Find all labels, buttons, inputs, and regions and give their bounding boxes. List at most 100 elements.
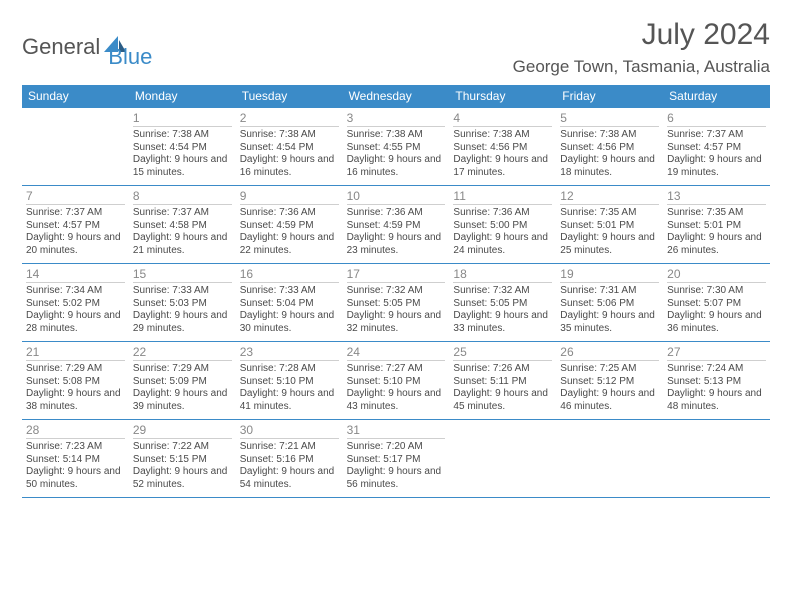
day-number: 4 (453, 110, 552, 127)
day-cell: 31 Sunrise: 7:20 AMSunset: 5:17 PMDayligh… (343, 420, 450, 497)
day-info: Sunrise: 7:24 AMSunset: 5:13 PMDaylight:… (667, 363, 766, 413)
daylight-line: Daylight: 9 hours and 22 minutes. (240, 232, 339, 257)
day-cell: 20Sunrise: 7:30 AMSunset: 5:07 PMDayligh… (663, 264, 770, 341)
sunrise-line: Sunrise: 7:36 AM (347, 207, 446, 220)
sunrise-line: Sunrise: 7:29 AM (133, 363, 232, 376)
daylight-line: Daylight: 9 hours and 46 minutes. (560, 388, 659, 413)
daylight-line: Daylight: 9 hours and 21 minutes. (133, 232, 232, 257)
sunset-line: Sunset: 5:10 PM (347, 376, 446, 389)
day-number: 16 (240, 266, 339, 283)
sunset-line: Sunset: 4:59 PM (240, 220, 339, 233)
day-cell: 30Sunrise: 7:21 AMSunset: 5:16 PMDayligh… (236, 420, 343, 497)
day-info: Sunrise: 7:22 AMSunset: 5:15 PMDaylight:… (133, 441, 232, 491)
daylight-line: Daylight: 9 hours and 25 minutes. (560, 232, 659, 257)
day-info: Sunrise: 7:33 AMSunset: 5:04 PMDaylight:… (240, 285, 339, 335)
dow-wednesday: Wednesday (343, 85, 450, 108)
day-info: Sunrise: 7:38 AMSunset: 4:54 PMDaylight:… (133, 129, 232, 179)
sunrise-line: Sunrise: 7:23 AM (26, 441, 125, 454)
sunrise-line: Sunrise: 7:26 AM (453, 363, 552, 376)
daylight-line: Daylight: 9 hours and 33 minutes. (453, 310, 552, 335)
sunset-line: Sunset: 5:11 PM (453, 376, 552, 389)
sunrise-line: Sunrise: 7:38 AM (133, 129, 232, 142)
sunrise-line: Sunrise: 7:38 AM (347, 129, 446, 142)
day-number: 17 (347, 266, 446, 283)
sunset-line: Sunset: 5:17 PM (347, 454, 446, 467)
sunrise-line: Sunrise: 7:38 AM (560, 129, 659, 142)
day-cell (449, 420, 556, 497)
day-cell: 15Sunrise: 7:33 AMSunset: 5:03 PMDayligh… (129, 264, 236, 341)
sunset-line: Sunset: 5:16 PM (240, 454, 339, 467)
calendar-page: General Blue July 2024 George Town, Tasm… (0, 0, 792, 516)
day-number: 12 (560, 188, 659, 205)
sunset-line: Sunset: 4:55 PM (347, 142, 446, 155)
day-cell (556, 420, 663, 497)
day-info: Sunrise: 7:30 AMSunset: 5:07 PMDaylight:… (667, 285, 766, 335)
weeks-container: 1Sunrise: 7:38 AMSunset: 4:54 PMDaylight… (22, 108, 770, 498)
day-info: Sunrise: 7:32 AMSunset: 5:05 PMDaylight:… (347, 285, 446, 335)
day-number: 10 (347, 188, 446, 205)
daylight-line: Daylight: 9 hours and 28 minutes. (26, 310, 125, 335)
day-info: Sunrise: 7:36 AMSunset: 5:00 PMDaylight:… (453, 207, 552, 257)
day-info: Sunrise: 7:38 AMSunset: 4:54 PMDaylight:… (240, 129, 339, 179)
day-cell: 18Sunrise: 7:32 AMSunset: 5:05 PMDayligh… (449, 264, 556, 341)
day-cell: 24Sunrise: 7:27 AMSunset: 5:10 PMDayligh… (343, 342, 450, 419)
sunset-line: Sunset: 5:03 PM (133, 298, 232, 311)
day-cell: 6Sunrise: 7:37 AMSunset: 4:57 PMDaylight… (663, 108, 770, 185)
title-block: July 2024 George Town, Tasmania, Austral… (513, 18, 770, 77)
daylight-line: Daylight: 9 hours and 32 minutes. (347, 310, 446, 335)
location-text: George Town, Tasmania, Australia (513, 57, 770, 77)
calendar-grid: Sunday Monday Tuesday Wednesday Thursday… (22, 85, 770, 498)
sunset-line: Sunset: 4:56 PM (453, 142, 552, 155)
day-cell: 16 Sunrise: 7:33 AMSunset: 5:04 PMDayligh… (236, 264, 343, 341)
sunset-line: Sunset: 5:00 PM (453, 220, 552, 233)
sunrise-line: Sunrise: 7:34 AM (26, 285, 125, 298)
week-row: 1Sunrise: 7:38 AMSunset: 4:54 PMDaylight… (22, 108, 770, 186)
day-cell: 21Sunrise: 7:29 AMSunset: 5:08 PMDayligh… (22, 342, 129, 419)
dow-friday: Friday (556, 85, 663, 108)
day-info: Sunrise: 7:21 AMSunset: 5:16 PMDaylight:… (240, 441, 339, 491)
sunrise-line: Sunrise: 7:21 AM (240, 441, 339, 454)
brand-text-blue: Blue (108, 44, 152, 70)
day-info: Sunrise: 7:37 AMSunset: 4:58 PMDaylight:… (133, 207, 232, 257)
daylight-line: Daylight: 9 hours and 56 minutes. (347, 466, 446, 491)
daylight-line: Daylight: 9 hours and 20 minutes. (26, 232, 125, 257)
day-info: Sunrise: 7:36 AMSunset: 4:59 PMDaylight:… (347, 207, 446, 257)
day-cell: 25Sunrise: 7:26 AMSunset: 5:11 PMDayligh… (449, 342, 556, 419)
top-bar: General Blue July 2024 George Town, Tasm… (22, 18, 770, 77)
daylight-line: Daylight: 9 hours and 38 minutes. (26, 388, 125, 413)
day-info: Sunrise: 7:35 AMSunset: 5:01 PMDaylight:… (560, 207, 659, 257)
sunset-line: Sunset: 5:09 PM (133, 376, 232, 389)
day-info: Sunrise: 7:20 AMSunset: 5:17 PMDaylight:… (347, 441, 446, 491)
day-info: Sunrise: 7:33 AMSunset: 5:03 PMDaylight:… (133, 285, 232, 335)
sunrise-line: Sunrise: 7:37 AM (133, 207, 232, 220)
sunrise-line: Sunrise: 7:29 AM (26, 363, 125, 376)
day-cell: 14Sunrise: 7:34 AMSunset: 5:02 PMDayligh… (22, 264, 129, 341)
dow-thursday: Thursday (449, 85, 556, 108)
day-info: Sunrise: 7:25 AMSunset: 5:12 PMDaylight:… (560, 363, 659, 413)
day-cell (663, 420, 770, 497)
sunset-line: Sunset: 4:58 PM (133, 220, 232, 233)
month-title: July 2024 (513, 18, 770, 51)
sunrise-line: Sunrise: 7:33 AM (133, 285, 232, 298)
day-cell: 8Sunrise: 7:37 AMSunset: 4:58 PMDaylight… (129, 186, 236, 263)
daylight-line: Daylight: 9 hours and 39 minutes. (133, 388, 232, 413)
day-of-week-header: Sunday Monday Tuesday Wednesday Thursday… (22, 85, 770, 108)
day-cell: 12 Sunrise: 7:35 AMSunset: 5:01 PMDayligh… (556, 186, 663, 263)
dow-saturday: Saturday (663, 85, 770, 108)
dow-sunday: Sunday (22, 85, 129, 108)
day-info: Sunrise: 7:26 AMSunset: 5:11 PMDaylight:… (453, 363, 552, 413)
daylight-line: Daylight: 9 hours and 43 minutes. (347, 388, 446, 413)
daylight-line: Daylight: 9 hours and 26 minutes. (667, 232, 766, 257)
daylight-line: Daylight: 9 hours and 19 minutes. (667, 154, 766, 179)
day-cell: 2Sunrise: 7:38 AMSunset: 4:54 PMDaylight… (236, 108, 343, 185)
sunset-line: Sunset: 4:57 PM (667, 142, 766, 155)
day-cell: 27Sunrise: 7:24 AMSunset: 5:13 PMDayligh… (663, 342, 770, 419)
daylight-line: Daylight: 9 hours and 23 minutes. (347, 232, 446, 257)
day-info: Sunrise: 7:34 AMSunset: 5:02 PMDaylight:… (26, 285, 125, 335)
day-info: Sunrise: 7:38 AMSunset: 4:55 PMDaylight:… (347, 129, 446, 179)
day-number: 31 (347, 422, 446, 439)
day-cell: 22Sunrise: 7:29 AMSunset: 5:09 PMDayligh… (129, 342, 236, 419)
day-number: 9 (240, 188, 339, 205)
daylight-line: Daylight: 9 hours and 16 minutes. (240, 154, 339, 179)
sunrise-line: Sunrise: 7:32 AM (453, 285, 552, 298)
